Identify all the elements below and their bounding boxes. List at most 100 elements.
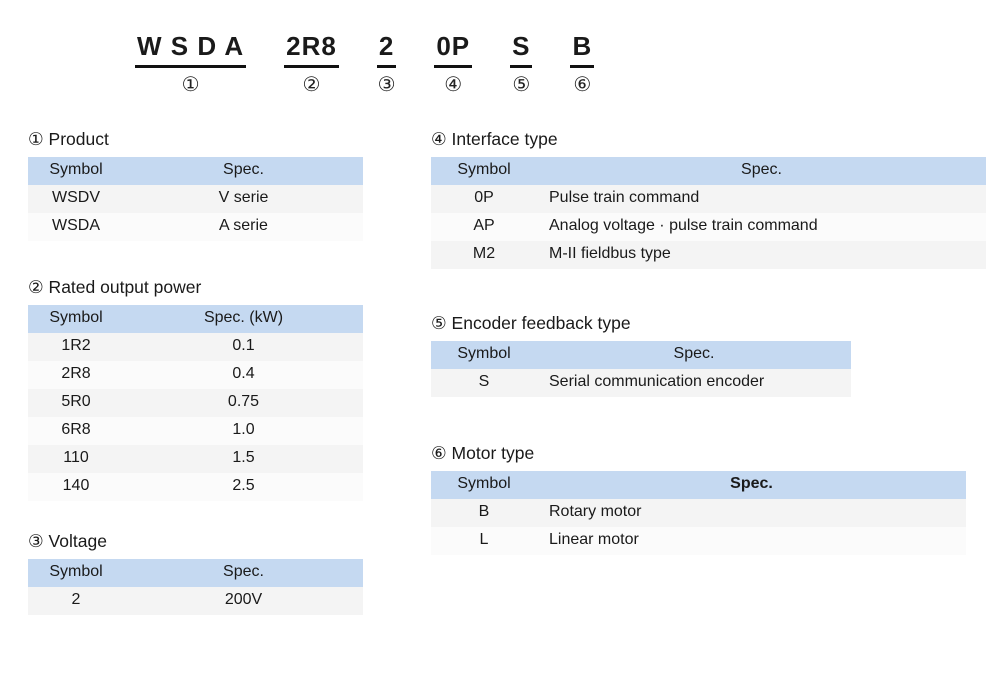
circled-number-3: ③	[377, 73, 396, 96]
encoder-feedback-type-table-block: ⑤ Encoder feedback type Symbol Spec. S S…	[431, 313, 986, 397]
table-row: 110 1.5	[28, 444, 363, 473]
circled-number-4: ④	[444, 73, 463, 96]
spec-header: Spec.	[124, 156, 363, 185]
model-code-text: 2R8	[284, 31, 339, 68]
interface-type-table: Symbol Spec. 0P Pulse train command AP A…	[431, 156, 986, 269]
table-header-row: Symbol Spec.	[28, 558, 363, 587]
rated-output-power-table-title: ② Rated output power	[28, 276, 202, 297]
motor-type-table-title: ⑥ Motor type	[431, 442, 535, 463]
spec-header: Spec.	[537, 156, 986, 185]
symbol-cell: B	[478, 503, 490, 521]
voltage-table: Symbol Spec. 2 200V	[28, 558, 363, 615]
right-column: ④ Interface type Symbol Spec. 0P Pulse t…	[431, 129, 986, 615]
model-code-segment-voltage: 2 ③	[376, 31, 397, 96]
spec-header: Spec.	[537, 340, 851, 369]
circled-number-5: ⑤	[512, 73, 531, 96]
motor-type-table: Symbol Spec. B Rotary motor L Linear mot…	[431, 470, 966, 555]
table-row: 5R0 0.75	[28, 388, 363, 417]
voltage-table-title: ③ Voltage	[28, 530, 107, 551]
spec-cell: 200V	[224, 591, 263, 609]
model-code-text: S	[510, 31, 533, 68]
model-code-segment-encoder: S ⑤	[510, 31, 533, 96]
table-row: 2R8 0.4	[28, 360, 363, 389]
symbol-header: Symbol	[28, 558, 124, 587]
table-row: B Rotary motor	[431, 498, 966, 527]
circled-number-1: ①	[181, 73, 200, 96]
product-table-title: ① Product	[28, 128, 109, 149]
model-code-text: 0P	[434, 31, 473, 68]
product-table-block: ① Product Symbol Spec. WSDV V serie	[28, 129, 363, 241]
model-code-segment-product: W S D A ①	[135, 31, 247, 96]
rated-output-power-table: Symbol Spec. (kW) 1R2 0.1 2R8 0.4	[28, 304, 363, 501]
spec-cell: Rotary motor	[549, 503, 642, 521]
symbol-cell: L	[479, 531, 489, 549]
product-table: Symbol Spec. WSDV V serie WSDA A serie	[28, 156, 363, 241]
symbol-cell: 0P	[474, 189, 494, 207]
rated-output-power-table-block: ② Rated output power Symbol Spec. (kW) 1…	[28, 277, 363, 501]
model-code-segment-interface: 0P ④	[434, 31, 473, 96]
table-header-row: Symbol Spec.	[431, 470, 966, 499]
left-column: ① Product Symbol Spec. WSDV V serie	[28, 129, 363, 615]
motor-type-table-block: ⑥ Motor type Symbol Spec. B Rotary motor	[431, 443, 986, 555]
spec-cell: Analog voltage · pulse train command	[549, 217, 818, 235]
spec-cell: 2.5	[232, 477, 255, 495]
symbol-cell: S	[478, 373, 490, 391]
model-code-text: W S D A	[135, 31, 247, 68]
table-row: 0P Pulse train command	[431, 184, 986, 213]
table-row: 140 2.5	[28, 472, 363, 501]
symbol-cell: M2	[472, 245, 496, 263]
table-header-row: Symbol Spec.	[28, 156, 363, 185]
spec-cell: 1.0	[232, 421, 255, 439]
symbol-cell: 6R8	[61, 421, 91, 439]
encoder-feedback-type-table: Symbol Spec. S Serial communication enco…	[431, 340, 851, 397]
symbol-cell: AP	[473, 217, 495, 235]
table-row: L Linear motor	[431, 526, 966, 555]
symbol-header: Symbol	[431, 340, 537, 369]
symbol-cell: WSDV	[52, 189, 100, 207]
table-row: WSDA A serie	[28, 212, 363, 241]
symbol-header: Symbol	[28, 156, 124, 185]
symbol-cell: 2R8	[61, 365, 91, 383]
table-header-row: Symbol Spec.	[431, 156, 986, 185]
table-row: AP Analog voltage · pulse train command	[431, 212, 986, 241]
spec-cell: Serial communication encoder	[549, 373, 765, 391]
table-row: 6R8 1.0	[28, 416, 363, 445]
spec-cell: 0.1	[232, 337, 255, 355]
symbol-header: Symbol	[431, 470, 537, 499]
symbol-header: Symbol	[28, 304, 124, 333]
interface-type-table-block: ④ Interface type Symbol Spec. 0P Pulse t…	[431, 129, 986, 269]
model-code: W S D A ① 2R8 ② 2 ③ 0P ④ S ⑤ B ⑥	[135, 31, 1000, 96]
symbol-cell: 2	[71, 591, 81, 609]
symbol-cell: 140	[62, 477, 90, 495]
table-header-row: Symbol Spec. (kW)	[28, 304, 363, 333]
spec-cell: A serie	[219, 217, 268, 235]
table-row: 1R2 0.1	[28, 332, 363, 361]
voltage-table-block: ③ Voltage Symbol Spec. 2 200V	[28, 531, 363, 615]
symbol-cell: 1R2	[61, 337, 91, 355]
symbol-header: Symbol	[431, 156, 537, 185]
spec-cell: 1.5	[232, 449, 255, 467]
table-header-row: Symbol Spec.	[431, 340, 851, 369]
spec-cell: Linear motor	[549, 531, 639, 549]
circled-number-6: ⑥	[573, 73, 592, 96]
symbol-cell: 110	[63, 449, 89, 467]
symbol-cell: 5R0	[61, 393, 91, 411]
table-row: 2 200V	[28, 586, 363, 615]
model-code-text: B	[570, 31, 595, 68]
spec-cell: 0.4	[232, 365, 255, 383]
model-code-segment-power: 2R8 ②	[284, 31, 339, 96]
model-code-text: 2	[376, 31, 397, 68]
circled-number-2: ②	[302, 73, 321, 96]
spec-cell: Pulse train command	[549, 189, 700, 207]
table-row: M2 M-II fieldbus type	[431, 240, 986, 269]
model-code-segment-motor: B ⑥	[570, 31, 595, 96]
spec-cell: V serie	[218, 189, 269, 207]
encoder-feedback-type-table-title: ⑤ Encoder feedback type	[431, 312, 631, 333]
symbol-cell: WSDA	[52, 217, 100, 235]
spec-header: Spec. (kW)	[124, 304, 363, 333]
spec-header: Spec.	[124, 558, 363, 587]
table-row: WSDV V serie	[28, 184, 363, 213]
interface-type-table-title: ④ Interface type	[431, 128, 558, 149]
spec-cell: 0.75	[227, 393, 260, 411]
